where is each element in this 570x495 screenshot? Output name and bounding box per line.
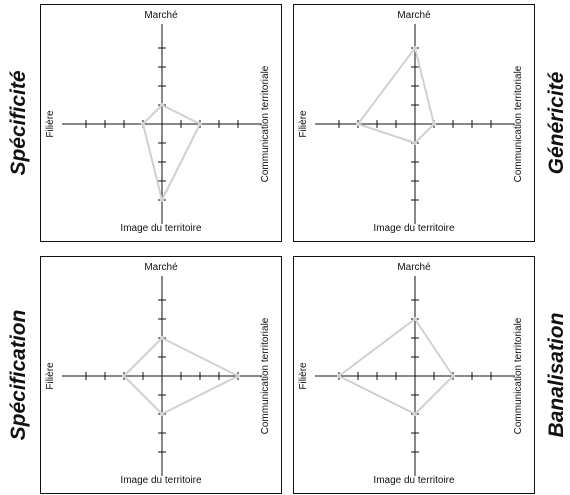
axis-label-marche: Marché bbox=[144, 10, 178, 21]
side-label-specification: Spécification bbox=[7, 309, 30, 441]
radar-chart bbox=[315, 24, 515, 224]
radar-polygon bbox=[142, 104, 201, 201]
axis-label-filiere: Filière bbox=[298, 110, 309, 138]
axis-label-communication-territoriale: Communication territoriale bbox=[513, 317, 524, 435]
axis-label-communication-territoriale: Communication territoriale bbox=[513, 65, 524, 183]
radar-panel-genericite: Marché Image du territoire Filière Commu… bbox=[293, 4, 535, 242]
axis-label-marche: Marché bbox=[144, 262, 178, 273]
radar-point bbox=[160, 336, 164, 340]
radar-point bbox=[198, 122, 202, 126]
radar-point bbox=[432, 122, 436, 126]
radar-point bbox=[413, 141, 417, 145]
axis-label-image-du-territoire: Image du territoire bbox=[120, 475, 202, 486]
axis-label-communication-territoriale: Communication territoriale bbox=[260, 317, 271, 435]
side-label-specificite: Spécificité bbox=[7, 70, 30, 176]
side-label-genericite: Généricité bbox=[545, 71, 568, 175]
radar-point bbox=[413, 317, 417, 321]
axis-label-filiere: Filière bbox=[45, 362, 56, 390]
radar-panel-banalisation: Marché Image du territoire Filière Commu… bbox=[293, 256, 535, 494]
radar-point bbox=[160, 198, 164, 202]
radar-point bbox=[160, 412, 164, 416]
axis-label-image-du-territoire: Image du territoire bbox=[373, 475, 455, 486]
radar-point bbox=[413, 46, 417, 50]
radar-polygon bbox=[357, 47, 435, 144]
radar-point bbox=[337, 374, 341, 378]
axis-label-filiere: Filière bbox=[45, 110, 56, 138]
radar-point bbox=[451, 374, 455, 378]
radar-chart bbox=[315, 276, 515, 476]
radar-chart bbox=[62, 276, 262, 476]
radar-panel-specificite: Marché Image du territoire Filière Commu… bbox=[40, 4, 282, 242]
radar-point bbox=[236, 374, 240, 378]
axis-label-image-du-territoire: Image du territoire bbox=[120, 223, 202, 234]
radar-panel-specification: Marché Image du territoire Filière Commu… bbox=[40, 256, 282, 494]
radar-polygon bbox=[338, 318, 454, 415]
axis-label-filiere: Filière bbox=[298, 362, 309, 390]
axis-label-marche: Marché bbox=[397, 262, 431, 273]
radar-point bbox=[160, 103, 164, 107]
radar-chart bbox=[62, 24, 262, 224]
axis-label-communication-territoriale: Communication territoriale bbox=[260, 65, 271, 183]
radar-point bbox=[413, 412, 417, 416]
side-label-banalisation: Banalisation bbox=[545, 312, 568, 438]
radar-point bbox=[356, 122, 360, 126]
axis-label-marche: Marché bbox=[397, 10, 431, 21]
radar-point bbox=[122, 374, 126, 378]
axis-label-image-du-territoire: Image du territoire bbox=[373, 223, 455, 234]
radar-point bbox=[141, 122, 145, 126]
